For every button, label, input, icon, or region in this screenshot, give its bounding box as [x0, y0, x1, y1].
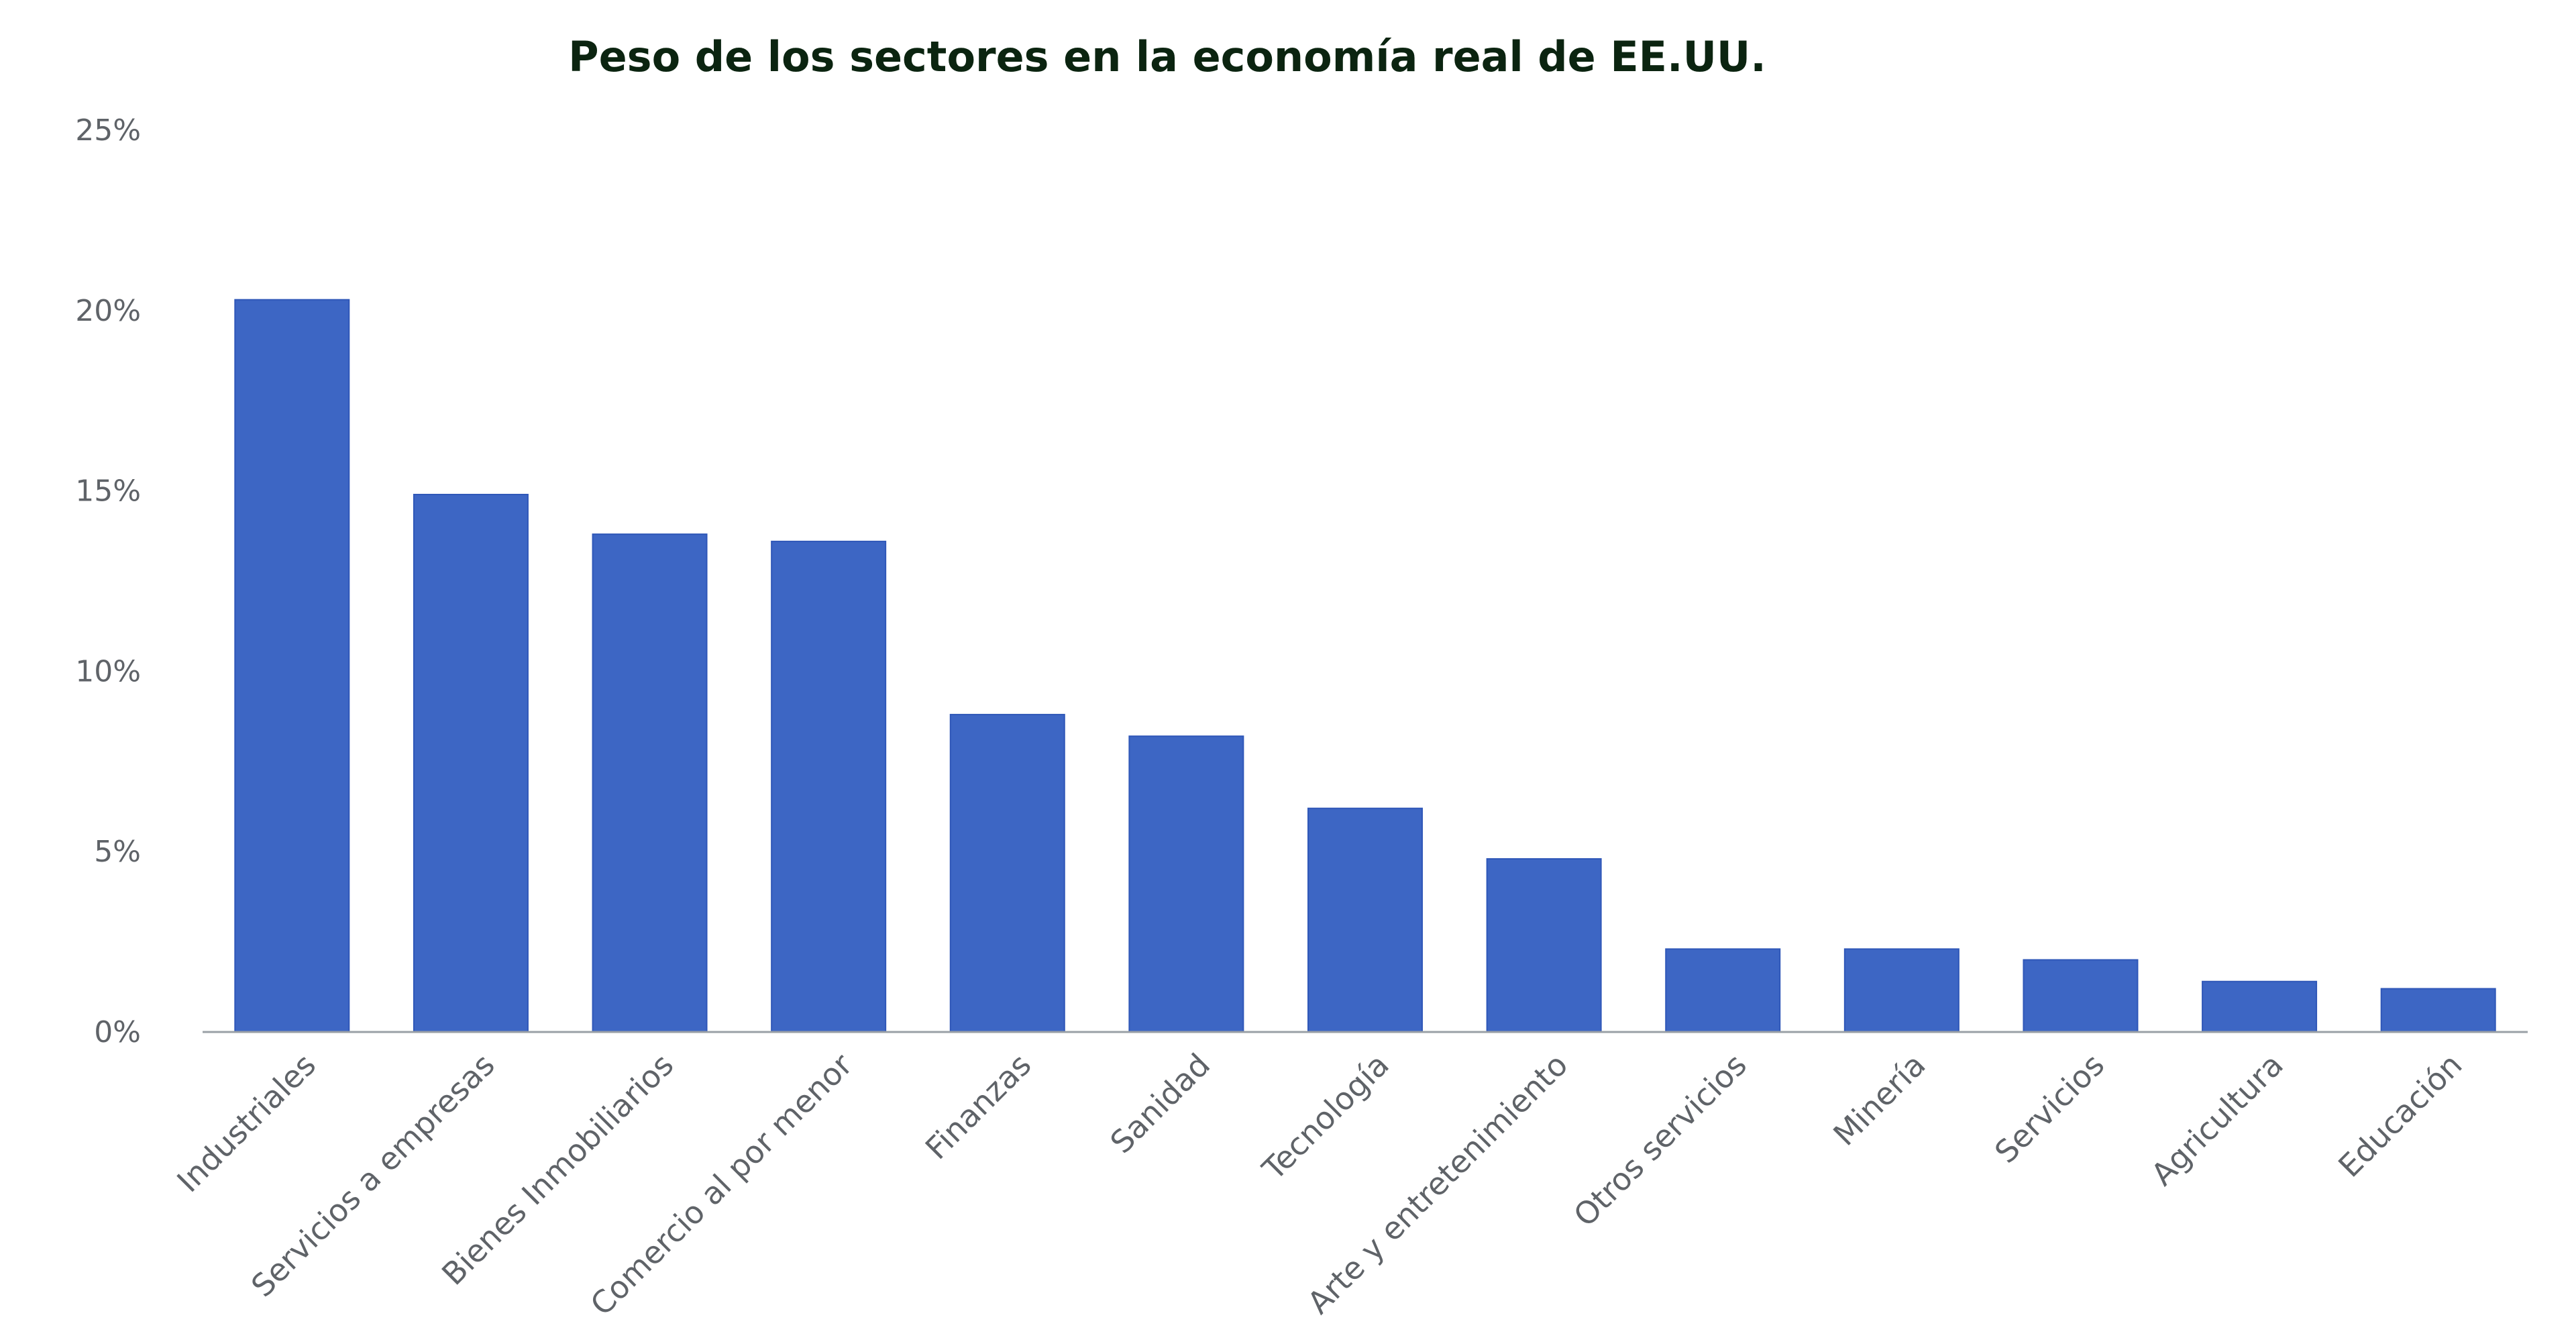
bar	[2023, 959, 2139, 1033]
bar	[413, 493, 529, 1033]
x-tick-label: Agricultura	[2144, 1047, 2290, 1193]
bar	[2202, 980, 2318, 1033]
y-axis: 0% 5% 10% 15% 20% 25%	[75, 113, 141, 1049]
y-tick-label: 5%	[94, 835, 141, 869]
x-tick-label: Tecnología	[1255, 1047, 1396, 1188]
x-tick-label: Industriales	[170, 1047, 323, 1200]
x-tick-label: Servicios	[1988, 1047, 2111, 1170]
bar	[1128, 735, 1244, 1033]
y-tick-label: 25%	[75, 113, 141, 148]
chart-title: Peso de los sectores en la economía real…	[568, 32, 1766, 81]
y-tick-label: 10%	[75, 654, 141, 688]
bar	[2380, 988, 2496, 1033]
x-tick-label: Educación	[2331, 1047, 2469, 1184]
bar	[1486, 858, 1602, 1033]
bar	[592, 533, 708, 1033]
y-tick-label: 20%	[75, 294, 141, 328]
bar	[949, 713, 1065, 1033]
bar	[234, 299, 350, 1033]
x-tick-label: Minería	[1826, 1047, 1932, 1153]
y-tick-label: 15%	[75, 474, 141, 509]
bar	[771, 540, 887, 1033]
x-tick-label: Otros servicios	[1566, 1047, 1754, 1234]
bar	[1843, 948, 1960, 1033]
x-tick-label: Sanidad	[1104, 1047, 1218, 1161]
y-tick-label: 0%	[94, 1015, 141, 1049]
bar	[1665, 948, 1781, 1033]
bars	[234, 299, 2496, 1033]
x-tick-label: Finanzas	[918, 1047, 1038, 1167]
bar	[1307, 807, 1423, 1033]
